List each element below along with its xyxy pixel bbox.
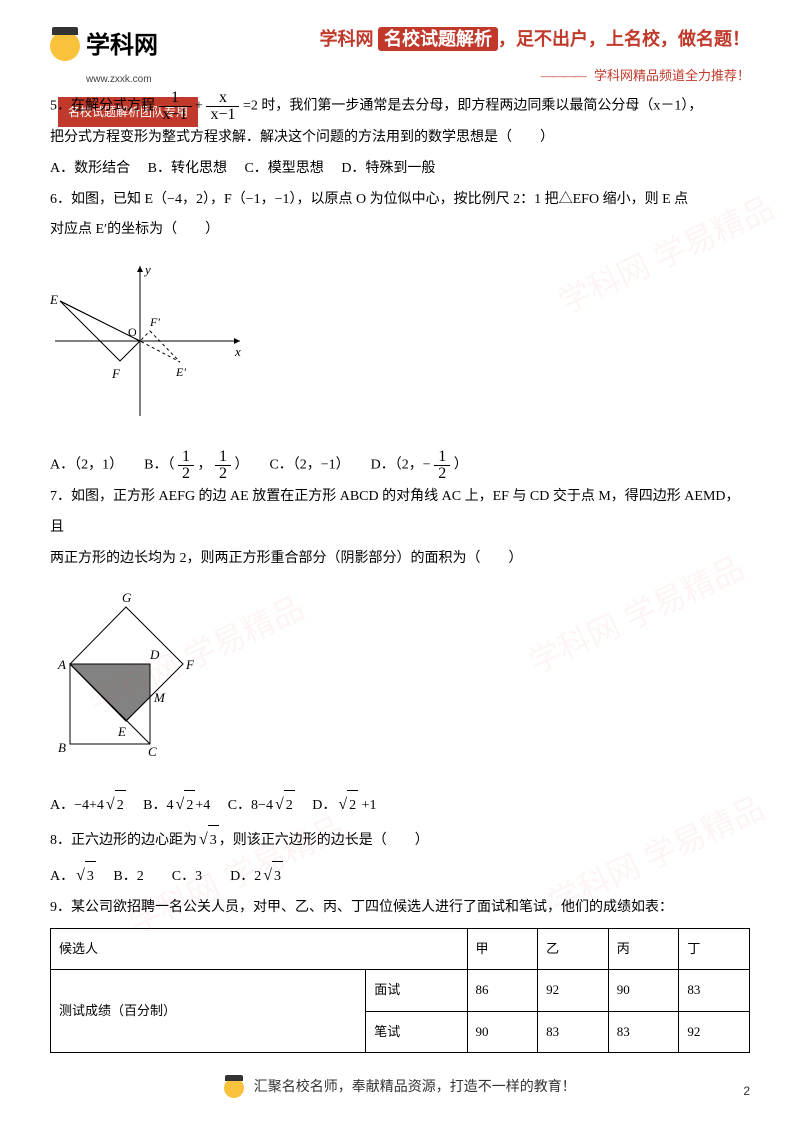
table-row: 测试成绩（百分制） 面试 86 92 90 83: [51, 970, 750, 1012]
cell: 笔试: [366, 1011, 467, 1053]
q6-optA-pre: A．（2，1） B．（: [50, 458, 174, 473]
svg-text:C: C: [148, 744, 157, 759]
table-row: 候选人 甲 乙 丙 丁: [51, 928, 750, 970]
q8-optA-pre: A．: [50, 869, 74, 884]
q7-sqrtC: 2: [273, 787, 295, 822]
q7-optD-pre: D．: [298, 798, 336, 813]
q7-optD-post: +1: [358, 798, 376, 813]
footer-text: 汇聚名校名师，奉献精品资源，打造不一样的教育！: [254, 1080, 576, 1095]
q6-diagram: x y O E F F′ E′: [50, 256, 750, 439]
cell: 90: [608, 970, 679, 1012]
q5-plus: +: [195, 99, 203, 114]
svg-text:D: D: [149, 647, 160, 662]
page-header: 学科网 www.zxxk.com 名校试题解析团队专用 学科网 名校试题解析，足…: [50, 0, 750, 80]
promo-block: 学科网 名校试题解析，足不出户，上名校，做名题！ ———— 学科网精品频道全力推…: [320, 20, 751, 90]
footer-logo-icon: [224, 1078, 244, 1098]
q5-optC: C．模型思想: [244, 161, 323, 176]
svg-text:F: F: [111, 366, 121, 381]
q5: 5．在解分式方程 1x−1 + xx−1 =2 时，我们第一步通常是去分母，即方…: [50, 90, 750, 123]
promo-redbox: 名校试题解析: [378, 27, 498, 51]
svg-text:M: M: [153, 690, 166, 705]
q6-half3: 12: [434, 449, 450, 482]
cell: 面试: [366, 970, 467, 1012]
q5-after: 时，我们第一步通常是去分母，即方程两边同乘以最简公分母（x－1），: [261, 99, 702, 114]
svg-text:F: F: [185, 657, 195, 672]
q8-options: A．3 B．2 C．3 D．23: [50, 858, 750, 893]
q7-options: A．−4+42 B．42+4 C．8−42 D．2 +1: [50, 787, 750, 822]
page-number: 2: [743, 1078, 750, 1104]
svg-text:A: A: [57, 657, 66, 672]
q5-optA: A．数形结合: [50, 161, 130, 176]
logo-text: 学科网: [86, 20, 158, 73]
y-label: y: [143, 262, 151, 277]
q7-sqrtB: 2: [174, 787, 196, 822]
q6-comma: ，: [197, 458, 211, 473]
q7-optB-pre: B．4: [129, 798, 173, 813]
q7-optA-pre: A．−4+4: [50, 798, 104, 813]
q8-sqrtA: 3: [74, 858, 96, 893]
content: 5．在解分式方程 1x−1 + xx−1 =2 时，我们第一步通常是去分母，即方…: [50, 90, 750, 1053]
svg-text:B: B: [58, 740, 66, 755]
cell: 83: [608, 1011, 679, 1053]
col-bing: 丙: [608, 928, 679, 970]
cell: 83: [679, 970, 750, 1012]
q5-frac2: xx−1: [206, 90, 239, 123]
q8-prefix: 8．正六边形的边心距为: [50, 833, 197, 848]
cell: 83: [538, 1011, 609, 1053]
q6-half1: 12: [178, 449, 194, 482]
row-label: 测试成绩（百分制）: [51, 970, 366, 1053]
col-ding: 丁: [679, 928, 750, 970]
promo-brand: 学科网: [320, 29, 374, 49]
q6-optD-post: ）: [454, 458, 468, 473]
col-jia: 甲: [467, 928, 538, 970]
q7-line1: 7．如图，正方形 AEFG 的边 AE 放置在正方形 ABCD 的对角线 AC …: [50, 482, 750, 544]
q7-sqrtA: 2: [104, 787, 126, 822]
promo-sub: 学科网精品频道全力推荐！: [594, 68, 750, 83]
q6-line2: 对应点 E′的坐标为（ ）: [50, 215, 750, 246]
page-footer: 汇聚名校名师，奉献精品资源，打造不一样的教育！: [0, 1073, 800, 1104]
svg-text:F′: F′: [149, 315, 160, 329]
cell: 90: [467, 1011, 538, 1053]
q8: 8．正六边形的边心距为3，则该正六边形的边长是（ ）: [50, 822, 750, 857]
q5-line2: 把分式方程变形为整式方程求解．解决这个问题的方法用到的数学思想是（ ）: [50, 123, 750, 154]
col-yi: 乙: [538, 928, 609, 970]
cell: 86: [467, 970, 538, 1012]
q5-optD: D．特殊到一般: [341, 161, 435, 176]
cell: 92: [679, 1011, 750, 1053]
q8-optB: B．2 C．3 D．2: [99, 869, 261, 884]
logo-icon: [50, 31, 80, 61]
q6-line1: 6．如图，已知 E（−4，2），F（−1，−1），以原点 O 为位似中心，按比例…: [50, 185, 750, 216]
q5-prefix: 5．在解分式方程: [50, 99, 155, 114]
q9-line1: 9．某公司欲招聘一名公关人员，对甲、乙、丙、丁四位候选人进行了面试和笔试，他们的…: [50, 893, 750, 924]
col-candidate: 候选人: [51, 928, 468, 970]
q7-diagram: A B C D E F G M: [50, 584, 750, 777]
svg-text:G: G: [122, 590, 132, 605]
q5-optB: B．转化思想: [148, 161, 227, 176]
q6-optB-post: ） C．（2，−1） D．（2，−: [234, 458, 430, 473]
q7-sqrtD: 2: [336, 787, 358, 822]
q8-after: ，则该正六边形的边长是（ ）: [219, 833, 429, 848]
q6-options: A．（2，1） B．（ 12 ， 12 ） C．（2，−1） D．（2，− 12…: [50, 449, 750, 482]
q5-frac1: 1x−1: [159, 90, 192, 123]
q8-sqrtD: 3: [261, 858, 283, 893]
q9-table: 候选人 甲 乙 丙 丁 测试成绩（百分制） 面试 86 92 90 83 笔试 …: [50, 928, 750, 1054]
q7-optB-post: +4: [195, 798, 210, 813]
promo-rest: ，足不出户，上名校，做名题！: [498, 29, 750, 49]
q7-optC-pre: C．8−4: [214, 798, 273, 813]
logo-url: www.zxxk.com: [86, 69, 152, 91]
svg-text:E′: E′: [175, 365, 186, 379]
q8-sqrt1: 3: [197, 822, 219, 857]
svg-text:E: E: [117, 724, 126, 739]
q6-half2: 12: [215, 449, 231, 482]
q5-eq: =2: [243, 99, 258, 114]
q5-options: A．数形结合 B．转化思想 C．模型思想 D．特殊到一般: [50, 154, 750, 185]
x-label: x: [234, 344, 241, 359]
cell: 92: [538, 970, 609, 1012]
svg-text:E: E: [50, 292, 58, 307]
q7-line2: 两正方形的边长均为 2，则两正方形重合部分（阴影部分）的面积为（ ）: [50, 544, 750, 575]
promo-dash: ————: [541, 68, 585, 83]
